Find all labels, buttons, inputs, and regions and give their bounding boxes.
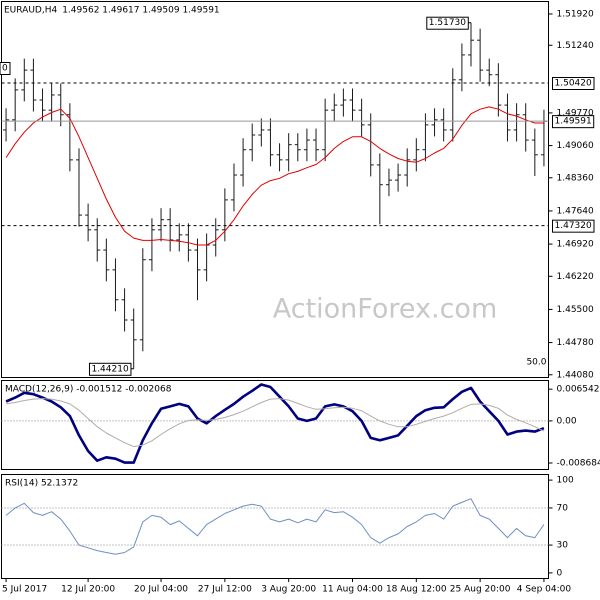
y-tick-label: 70 (557, 503, 569, 513)
y-tick-label: 1.45500 (557, 305, 594, 315)
y-tick-label: -0.008684 (557, 459, 600, 469)
y-tick-label: 1.51240 (557, 41, 594, 51)
x-tick-label: 3 Aug 20:00 (261, 585, 316, 595)
chart-subtitle: 1.49562 1.49617 1.49509 1.49591 (62, 6, 219, 16)
fib-label: 0 (2, 64, 8, 74)
y-tick-label: 1.46920 (557, 240, 594, 250)
series-line (6, 398, 545, 448)
x-tick-label: 11 Aug 04:00 (322, 585, 383, 595)
y-tick-label: 0.00 (557, 416, 577, 426)
annotation-label-box (426, 16, 469, 30)
x-tick-label: 4 Sep 04:00 (517, 585, 572, 595)
annotation-label: 1.51730 (429, 18, 466, 28)
y-tick-label: 1.47640 (557, 206, 594, 216)
fib-label: 50.0 (526, 358, 546, 368)
price-label: 1.49591 (555, 117, 592, 127)
x-tick-label: 5 Jul 2017 (2, 585, 47, 595)
y-tick-label: 1.49060 (557, 141, 594, 151)
rsi-panel (1, 474, 549, 579)
macd-panel (1, 380, 549, 470)
panel-title: RSI(14) 52.1372 (5, 479, 78, 489)
moving-average (5, 106, 544, 246)
x-tick-label: 20 Jul 04:00 (134, 585, 188, 595)
y-tick-label: 30 (557, 541, 569, 551)
y-tick-label: 1.49770 (557, 108, 594, 118)
x-tick-label: 27 Jul 12:00 (198, 585, 252, 595)
annotation-label-box (88, 362, 132, 376)
y-tick-label: 100 (557, 476, 574, 486)
x-tick-label: 18 Aug 12:00 (386, 585, 447, 595)
price-label-box (552, 115, 595, 129)
hline-label: 1.50420 (555, 78, 592, 88)
y-tick-label: 1.44080 (557, 370, 594, 380)
watermark: ActionForex.com (273, 294, 498, 325)
chart-title: EURAUD,H4 (4, 6, 57, 16)
x-tick-label: 12 Jul 20:00 (61, 585, 115, 595)
title-bg (2, 3, 222, 17)
price-panel (1, 1, 549, 378)
hline-label-box (552, 219, 595, 233)
y-tick-label: 1.51920 (557, 9, 594, 19)
panel-title: MACD(12,26,9) -0.001512 -0.002068 (5, 385, 172, 395)
y-tick-label: 1.44780 (557, 338, 594, 348)
y-tick-label: 0 (557, 568, 563, 578)
series-line (5, 498, 545, 555)
series-line (5, 383, 545, 464)
fib-label-box (0, 62, 11, 75)
y-tick-label: 1.48360 (557, 173, 594, 183)
y-tick-label: 0.006542 (557, 385, 600, 395)
y-tick-label: 1.46220 (557, 272, 594, 282)
hline-label: 1.47320 (555, 221, 592, 231)
hline-label-box (552, 76, 595, 90)
x-tick-label: 25 Aug 20:00 (450, 585, 511, 595)
annotation-label: 1.44210 (91, 364, 128, 374)
